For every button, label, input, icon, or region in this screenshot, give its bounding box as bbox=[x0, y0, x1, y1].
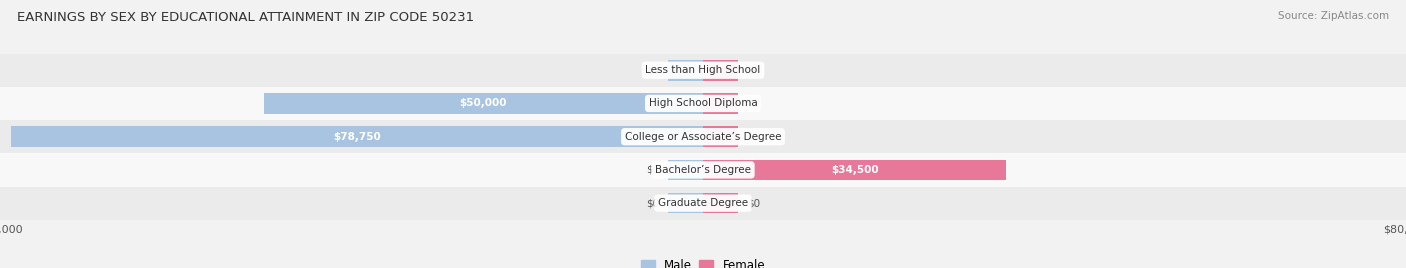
Text: $0: $0 bbox=[747, 198, 761, 208]
Bar bbox=[0, 54, 1406, 87]
Text: $0: $0 bbox=[747, 98, 761, 109]
Bar bbox=[703, 60, 738, 80]
Text: EARNINGS BY SEX BY EDUCATIONAL ATTAINMENT IN ZIP CODE 50231: EARNINGS BY SEX BY EDUCATIONAL ATTAINMEN… bbox=[17, 11, 474, 24]
Bar bbox=[668, 60, 703, 80]
Text: High School Diploma: High School Diploma bbox=[648, 98, 758, 109]
Text: Source: ZipAtlas.com: Source: ZipAtlas.com bbox=[1278, 11, 1389, 21]
Text: $0: $0 bbox=[645, 165, 659, 175]
Legend: Male, Female: Male, Female bbox=[636, 255, 770, 268]
Bar bbox=[0, 87, 1406, 120]
Text: Less than High School: Less than High School bbox=[645, 65, 761, 75]
Text: $0: $0 bbox=[747, 132, 761, 142]
Bar bbox=[0, 120, 1406, 153]
Bar bbox=[0, 187, 1406, 220]
Text: College or Associate’s Degree: College or Associate’s Degree bbox=[624, 132, 782, 142]
Bar bbox=[668, 193, 703, 213]
Text: Bachelor’s Degree: Bachelor’s Degree bbox=[655, 165, 751, 175]
Bar bbox=[264, 93, 703, 114]
Text: $78,750: $78,750 bbox=[333, 132, 381, 142]
Bar bbox=[703, 193, 738, 213]
Text: $50,000: $50,000 bbox=[460, 98, 508, 109]
Bar bbox=[668, 160, 703, 180]
Text: $0: $0 bbox=[645, 198, 659, 208]
Bar bbox=[703, 93, 738, 114]
Bar bbox=[703, 126, 738, 147]
Text: Graduate Degree: Graduate Degree bbox=[658, 198, 748, 208]
Text: $0: $0 bbox=[747, 65, 761, 75]
Bar bbox=[703, 160, 1007, 180]
Text: $0: $0 bbox=[645, 65, 659, 75]
Bar bbox=[11, 126, 703, 147]
Text: $34,500: $34,500 bbox=[831, 165, 879, 175]
Bar bbox=[0, 153, 1406, 187]
